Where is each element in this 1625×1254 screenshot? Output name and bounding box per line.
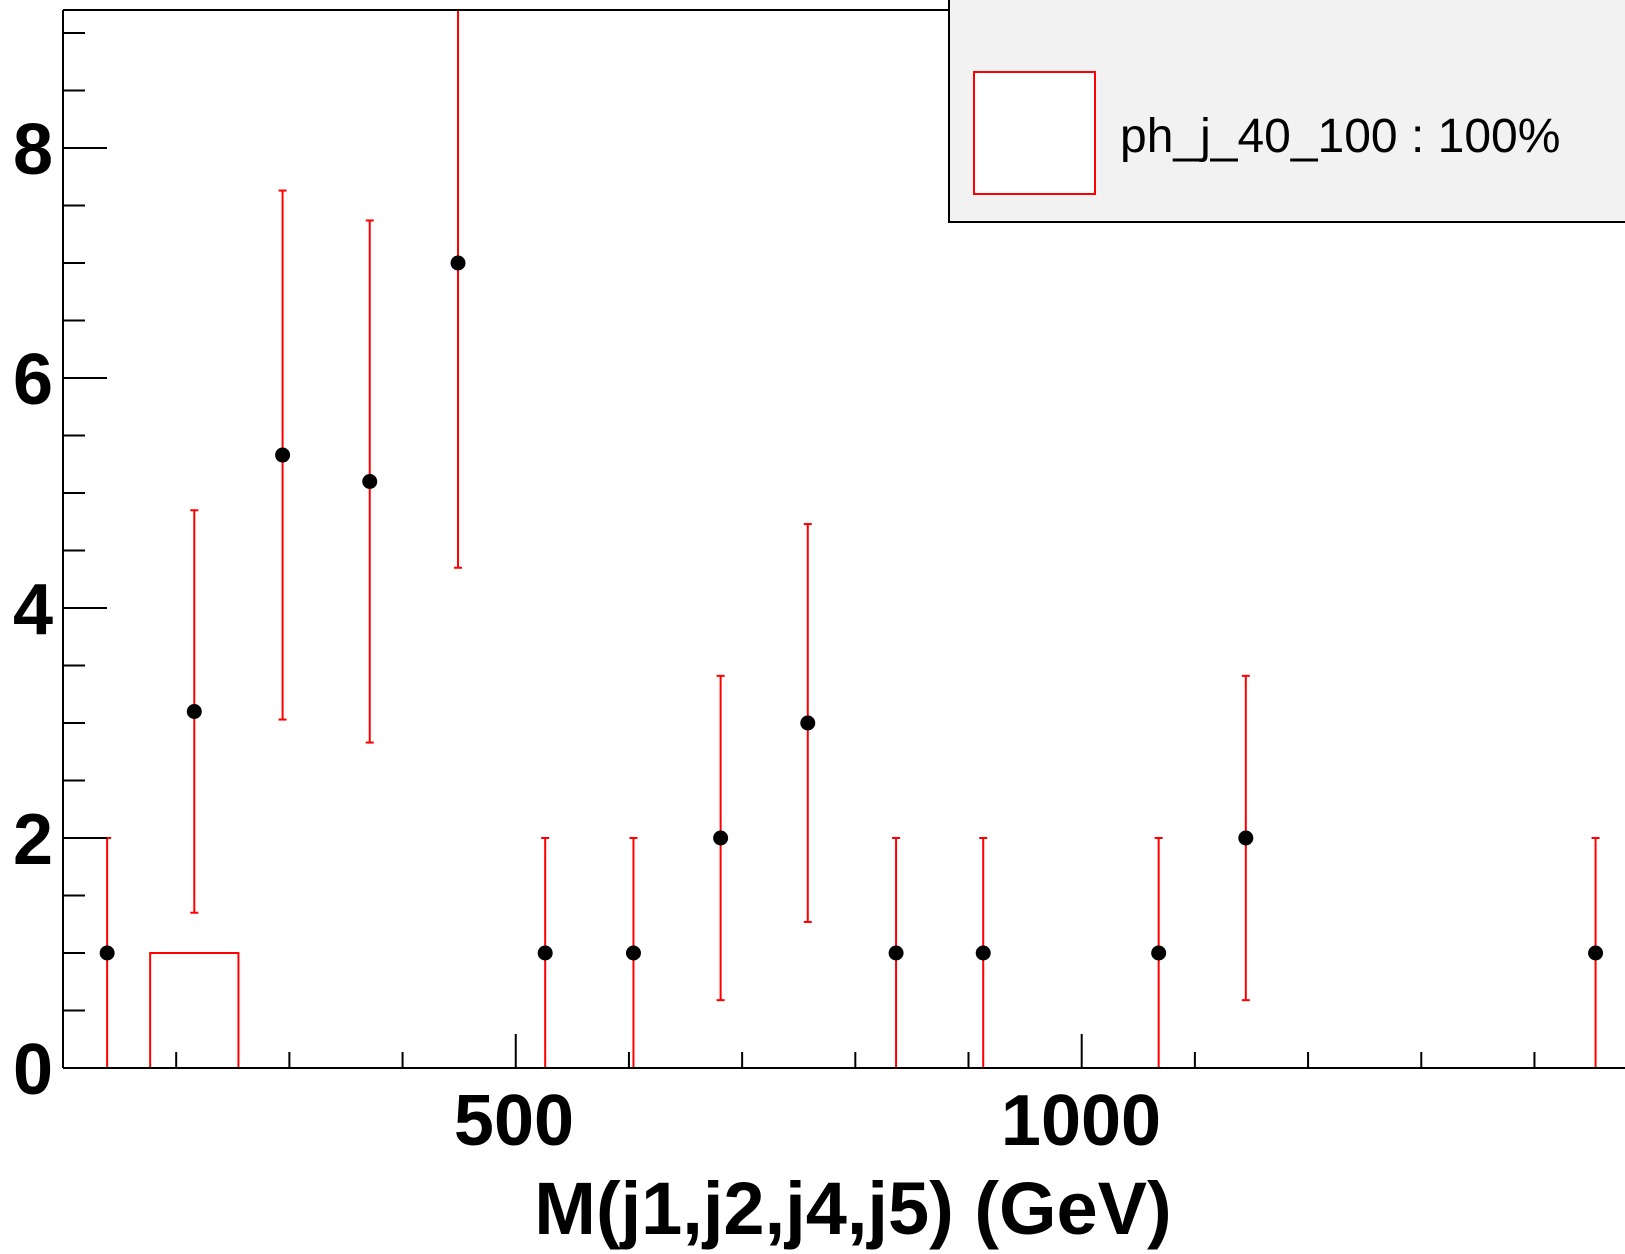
data-point [1238, 830, 1254, 846]
y-tick-label-4: 4 [13, 570, 53, 650]
data-point [625, 945, 641, 961]
x-tick-labels: 500 1000 [454, 1081, 1161, 1161]
x-tick-label-500: 500 [454, 1081, 574, 1161]
x-axis-title: M(j1,j2,j4,j5) (GeV) [534, 1167, 1171, 1250]
legend-swatch [973, 71, 1096, 195]
y-tick-label-6: 6 [13, 340, 53, 420]
legend-label: ph_j_40_100 : 100% [1120, 110, 1560, 163]
y-tick-label-2: 2 [13, 800, 53, 880]
legend: ph_j_40_100 : 100% [948, 0, 1625, 223]
data-point-layer [99, 255, 1604, 961]
data-point [537, 945, 553, 961]
data-point [888, 945, 904, 961]
data-point [186, 704, 202, 719]
y-tick-label-8: 8 [13, 110, 53, 190]
data-point [362, 474, 378, 489]
x-tick-label-1000: 1000 [1001, 1081, 1161, 1161]
data-point [99, 945, 115, 961]
data-point [1151, 945, 1167, 961]
y-axis-ticks [63, 32, 107, 1069]
data-point [800, 715, 816, 731]
y-tick-label-0: 0 [13, 1030, 53, 1110]
histogram-bar [149, 952, 240, 1068]
data-point [275, 447, 291, 463]
x-axis-ticks [175, 1034, 1536, 1068]
data-point [450, 255, 466, 271]
histogram-layer [149, 952, 240, 1068]
y-tick-labels: 0 2 4 6 8 [13, 110, 53, 1110]
data-point [713, 830, 729, 846]
data-point [1588, 945, 1604, 961]
data-point [975, 945, 991, 961]
